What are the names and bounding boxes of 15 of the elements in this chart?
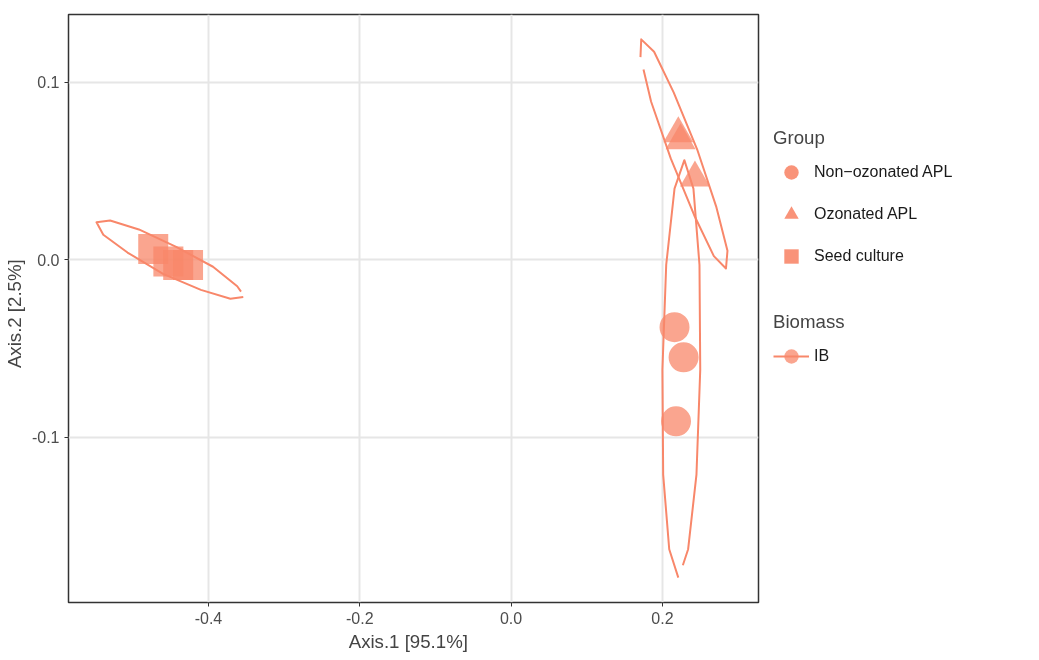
text: Biomass <box>773 311 845 333</box>
legend-label: Ozonated APL <box>814 205 918 223</box>
x-tick-label: 0.2 <box>651 609 674 627</box>
text: IB <box>814 347 831 365</box>
x-tick-label: 0.0 <box>499 609 523 627</box>
x-tick-label: -0.2 <box>346 609 374 627</box>
legend-label: Non−ozonated APL <box>814 163 953 181</box>
x-tick-label: -0.4 <box>194 609 223 627</box>
y-tick-label: -0.1 <box>31 429 60 447</box>
y-tick-label: 0.1 <box>37 74 60 91</box>
y-axis-title: Axis.2 [2.5%] <box>3 259 25 369</box>
legend-title: Group <box>773 127 826 149</box>
legend-label: Seed culture <box>814 247 904 265</box>
x-axis-title: Axis.1 [95.1%] <box>348 630 468 652</box>
y-tick-label: 0.0 <box>37 251 60 269</box>
